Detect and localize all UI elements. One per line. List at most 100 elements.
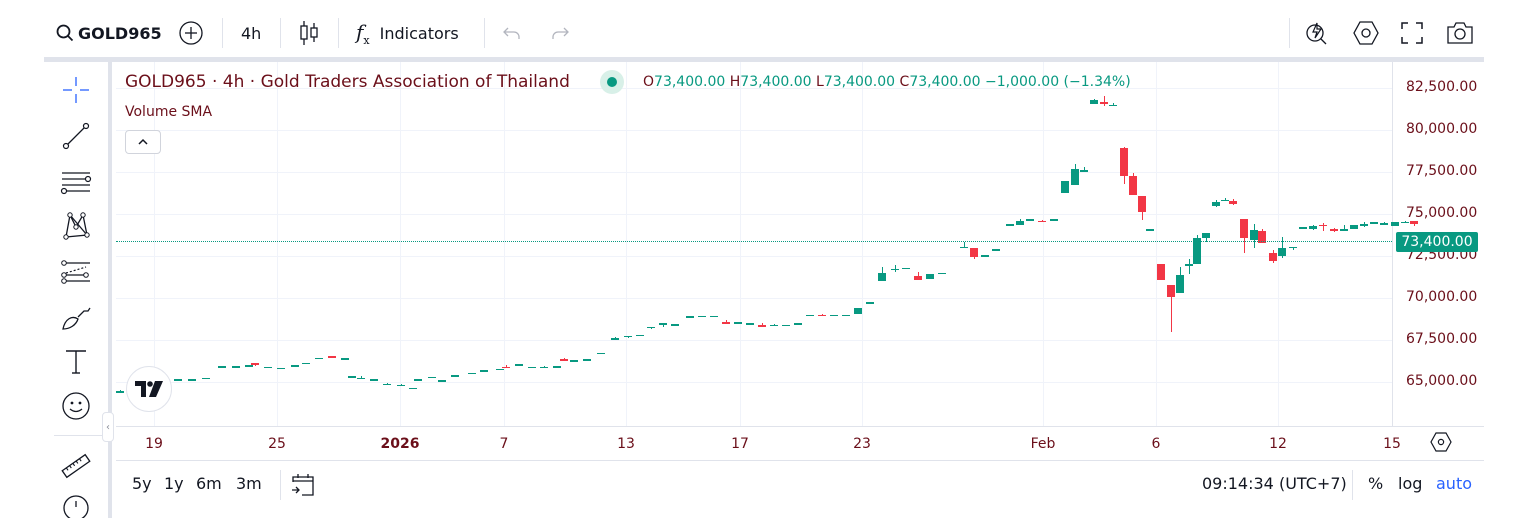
candle-body xyxy=(451,375,459,377)
candle-body xyxy=(251,362,259,366)
axis-settings-button[interactable] xyxy=(1430,432,1452,456)
grid-line xyxy=(400,62,401,426)
candle-body xyxy=(1229,200,1237,204)
emoji-tool[interactable] xyxy=(58,388,94,424)
price-axis-border xyxy=(1392,62,1393,426)
clock-timezone-button[interactable]: 09:14:34 (UTC+7) xyxy=(1202,474,1347,493)
fib-tool[interactable] xyxy=(58,164,94,200)
market-status-indicator[interactable] xyxy=(600,70,624,94)
time-tick: 7 xyxy=(499,436,509,452)
grid-line xyxy=(1278,62,1279,426)
grid-line xyxy=(116,88,1392,89)
candle-body xyxy=(854,308,862,314)
candle-body xyxy=(570,360,578,362)
candle-body xyxy=(528,366,536,369)
zoom-tool[interactable] xyxy=(58,492,94,518)
candle-body xyxy=(1250,229,1258,241)
candle-body xyxy=(1212,202,1220,206)
chart-pane[interactable]: GOLD965 · 4h · Gold Traders Association … xyxy=(116,62,1484,461)
candle-body xyxy=(878,272,886,282)
candle-body xyxy=(1289,246,1297,249)
toolbar-divider xyxy=(484,18,485,48)
crosshair-tool[interactable] xyxy=(58,72,94,108)
indicators-button[interactable]: fx Indicators xyxy=(356,18,459,48)
candle-body xyxy=(540,366,548,369)
close-value: 73,400.00 xyxy=(909,74,981,90)
go-to-date-button[interactable] xyxy=(290,472,316,502)
time-tick: 25 xyxy=(268,436,286,452)
price-tick: 70,000.00 xyxy=(1406,289,1478,305)
candle-body xyxy=(734,322,742,324)
text-tool[interactable] xyxy=(58,344,94,380)
range-6m-button[interactable]: 6m xyxy=(196,474,222,493)
settings-button[interactable] xyxy=(1352,18,1380,48)
candle-body xyxy=(842,314,850,317)
candle-wick xyxy=(1189,259,1190,275)
brush-tool[interactable] xyxy=(58,300,94,336)
toolbar-divider xyxy=(222,18,223,48)
chart-type-button[interactable] xyxy=(298,18,320,48)
candle-body xyxy=(341,358,349,360)
candle-body xyxy=(710,315,718,318)
quick-search-button[interactable] xyxy=(1304,18,1330,48)
candle-wick xyxy=(544,366,545,368)
candle-body xyxy=(560,359,568,361)
candle-body xyxy=(1370,222,1378,224)
candle-wick xyxy=(564,358,565,360)
high-key: H xyxy=(729,74,741,90)
undo-icon xyxy=(503,27,520,39)
compare-symbol-button[interactable] xyxy=(178,18,204,48)
measure-tool[interactable] xyxy=(58,448,94,484)
redo-icon xyxy=(552,27,569,39)
percent-scale-button[interactable]: % xyxy=(1368,474,1384,493)
forecast-tool[interactable] xyxy=(58,254,94,290)
candle-body xyxy=(902,267,910,270)
candle-style-icon xyxy=(300,21,318,45)
candle-wick xyxy=(918,271,919,278)
chart-legend-title[interactable]: GOLD965 · 4h · Gold Traders Association … xyxy=(125,72,570,92)
interval-button[interactable]: 4h xyxy=(241,18,261,48)
collapse-toolbar-button[interactable]: ‹ xyxy=(102,412,114,442)
tradingview-logo[interactable] xyxy=(126,366,172,412)
undo-button[interactable] xyxy=(502,18,522,48)
range-5y-button[interactable]: 5y xyxy=(132,474,152,493)
symbol-search-button[interactable]: GOLD965 xyxy=(56,18,162,48)
change-value: −1,000.00 (−1.34%) xyxy=(985,74,1131,90)
candle-body xyxy=(914,276,922,281)
indicator-legend[interactable]: Volume SMA xyxy=(125,104,213,120)
fullscreen-button[interactable] xyxy=(1400,18,1424,48)
candle-body xyxy=(502,366,510,369)
range-1y-button[interactable]: 1y xyxy=(164,474,184,493)
candle-body xyxy=(264,366,272,369)
auto-scale-button[interactable]: auto xyxy=(1436,474,1473,493)
candle-body xyxy=(671,324,679,326)
range-3m-button[interactable]: 3m xyxy=(236,474,262,493)
log-scale-button[interactable]: log xyxy=(1398,474,1423,493)
price-tick: 82,500.00 xyxy=(1406,79,1478,95)
grid-line xyxy=(1043,62,1044,426)
candle-body xyxy=(1061,181,1069,193)
candle-body xyxy=(1240,219,1248,238)
redo-button[interactable] xyxy=(550,18,570,48)
candle-body xyxy=(1202,233,1210,238)
candle-body xyxy=(611,338,619,340)
legend-collapse-button[interactable] xyxy=(125,130,161,154)
candle-body xyxy=(302,362,310,365)
snapshot-button[interactable] xyxy=(1446,18,1474,48)
trend-line-tool[interactable] xyxy=(58,118,94,154)
candle-body xyxy=(1269,253,1277,262)
candle-body xyxy=(926,274,934,279)
candle-wick xyxy=(1344,224,1345,230)
candle-body xyxy=(624,335,632,338)
candle-wick xyxy=(615,337,616,340)
candle-wick xyxy=(1282,236,1283,258)
pattern-tool[interactable] xyxy=(58,208,94,244)
candle-wick xyxy=(964,241,965,247)
candle-body xyxy=(1129,176,1137,195)
candle-body xyxy=(1185,263,1193,267)
candle-body xyxy=(782,324,790,327)
search-icon xyxy=(56,24,74,42)
candle-body xyxy=(597,352,605,355)
candle-body xyxy=(938,272,946,275)
candle-body xyxy=(1109,104,1117,107)
